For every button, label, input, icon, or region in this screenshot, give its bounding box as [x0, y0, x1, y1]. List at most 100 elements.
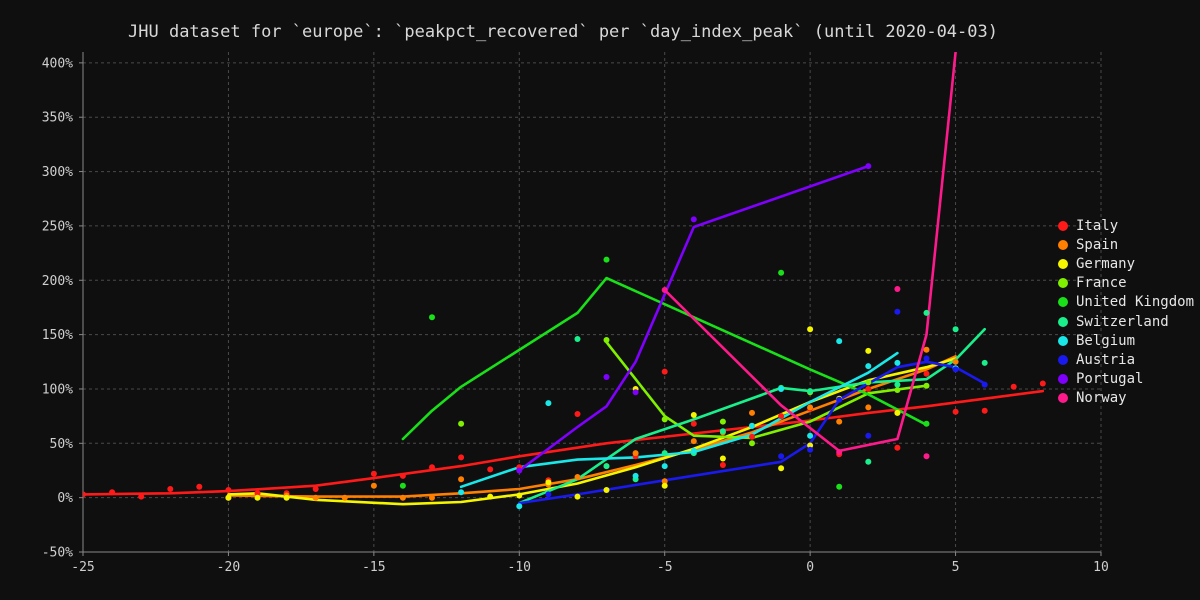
point-spain: [399, 494, 406, 501]
legend-swatch: [1058, 354, 1068, 365]
point-italy: [83, 491, 86, 498]
point-norway: [923, 453, 930, 460]
series-line-austria: [518, 360, 986, 505]
point-united-kingdom: [603, 256, 610, 263]
point-belgium: [516, 503, 523, 510]
point-austria: [778, 453, 785, 460]
point-germany: [225, 494, 232, 501]
point-belgium: [458, 489, 465, 496]
point-spain: [836, 418, 843, 425]
point-germany: [574, 493, 581, 500]
y-tick-label: 350%: [42, 111, 73, 126]
point-italy: [923, 370, 930, 377]
point-switzerland: [865, 458, 872, 465]
legend-item-france: France: [1058, 274, 1194, 293]
legend-swatch: [1058, 220, 1068, 231]
point-belgium: [632, 472, 639, 479]
legend-swatch: [1058, 278, 1068, 289]
legend-swatch: [1058, 393, 1068, 404]
y-tick-label: 100%: [42, 382, 73, 397]
point-spain: [574, 474, 581, 480]
point-spain: [923, 346, 930, 353]
point-italy: [865, 386, 872, 392]
series-line-norway: [663, 52, 957, 453]
legend-label: Italy: [1076, 217, 1119, 234]
x-tick-label: 10: [1093, 560, 1109, 575]
point-belgium: [836, 338, 843, 345]
point-italy: [312, 486, 319, 492]
legend-item-italy: Italy: [1058, 216, 1194, 235]
point-portugal: [865, 163, 872, 170]
legend-label: Portugal: [1076, 371, 1144, 388]
point-united-kingdom: [836, 483, 843, 490]
chart-title: JHU dataset for `europe`: `peakpct_recov…: [128, 22, 998, 42]
point-italy: [109, 489, 116, 496]
legend-item-belgium: Belgium: [1058, 331, 1194, 350]
point-italy: [690, 420, 697, 427]
series-line-spain: [227, 355, 957, 498]
point-france: [603, 337, 610, 343]
point-spain: [341, 494, 348, 501]
point-norway: [894, 286, 901, 292]
point-norway: [661, 287, 668, 293]
point-united-kingdom: [778, 269, 785, 276]
point-united-kingdom: [923, 420, 930, 427]
point-germany: [283, 494, 290, 501]
legend-swatch: [1058, 374, 1068, 385]
point-italy: [225, 487, 232, 493]
x-tick-label: -25: [71, 560, 94, 575]
point-germany: [545, 479, 552, 486]
legend-item-norway: Norway: [1058, 389, 1194, 408]
y-tick-label: -50%: [42, 546, 73, 561]
legend-item-portugal: Portugal: [1058, 370, 1194, 389]
legend-item-switzerland: Switzerland: [1058, 312, 1194, 331]
point-switzerland: [719, 428, 726, 435]
point-italy: [370, 470, 377, 477]
legend-item-united-kingdom: United Kingdom: [1058, 293, 1194, 312]
point-switzerland: [894, 381, 901, 388]
point-germany: [487, 493, 494, 500]
point-switzerland: [574, 336, 581, 342]
point-italy: [254, 490, 261, 497]
point-france: [923, 382, 930, 389]
y-tick-label: 300%: [42, 165, 73, 180]
point-spain: [807, 404, 814, 411]
point-united-kingdom: [399, 482, 406, 489]
series-line-portugal: [518, 164, 870, 472]
point-france: [894, 387, 901, 393]
x-tick-label: -15: [362, 560, 385, 575]
point-italy: [429, 464, 435, 471]
point-spain: [458, 476, 465, 483]
point-spain: [429, 494, 435, 501]
legend-label: Germany: [1076, 255, 1136, 272]
point-italy: [952, 408, 959, 415]
point-switzerland: [603, 463, 610, 470]
series-lines: [83, 52, 1045, 506]
y-tick-label: 150%: [42, 328, 73, 343]
legend-label: Spain: [1076, 236, 1119, 253]
point-italy: [167, 486, 174, 492]
point-portugal: [603, 374, 610, 380]
legend-item-austria: Austria: [1058, 350, 1194, 369]
point-spain: [952, 358, 959, 365]
legend-label: France: [1076, 275, 1127, 292]
point-germany: [516, 492, 523, 499]
point-italy: [1039, 380, 1046, 387]
point-switzerland: [952, 326, 959, 333]
legend-label: Switzerland: [1076, 313, 1169, 330]
legend: Italy Spain Germany France United Kingdom Swi…: [1058, 216, 1194, 408]
x-tick-label: -20: [217, 560, 240, 575]
legend-swatch: [1058, 239, 1068, 250]
point-germany: [894, 409, 901, 416]
point-italy: [196, 483, 203, 490]
legend-label: Belgium: [1076, 332, 1136, 349]
point-belgium: [749, 422, 755, 429]
point-portugal: [690, 216, 697, 223]
point-spain: [312, 494, 319, 501]
point-belgium: [894, 359, 901, 366]
point-switzerland: [981, 359, 988, 366]
legend-swatch: [1058, 258, 1068, 269]
point-belgium: [661, 463, 668, 470]
axes: -25 -20 -15 -10 -5 0 5 10 -50% 0% 50% 100% 150% 200% 2…: [42, 52, 1109, 575]
